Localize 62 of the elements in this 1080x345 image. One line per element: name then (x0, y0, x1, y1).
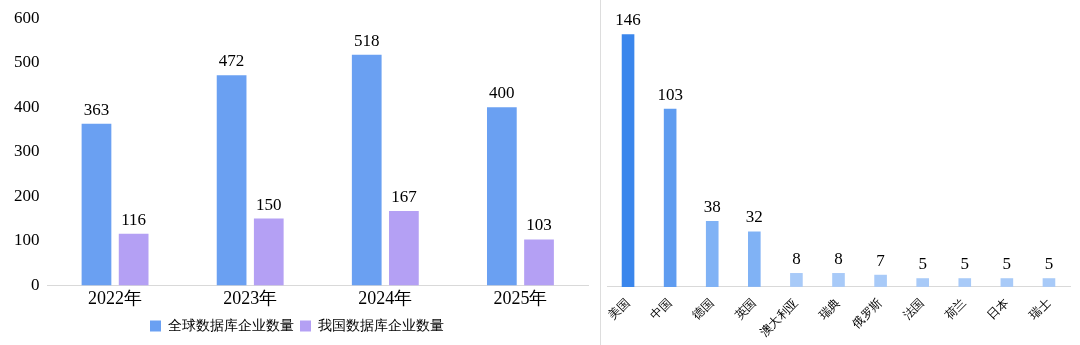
y-tick-label: 100 (14, 230, 40, 250)
data-label: 38 (703, 197, 721, 217)
bar (81, 123, 112, 286)
bar (216, 75, 247, 286)
x-tick-label: 日本 (984, 295, 1012, 323)
x-tick-label: 澳大利亚 (756, 295, 801, 340)
x-tick-label: 2024年 (358, 287, 413, 308)
bar (1000, 278, 1014, 287)
x-tick-label: 中国 (647, 295, 675, 323)
data-label: 103 (526, 215, 552, 235)
bar (118, 233, 149, 286)
bar (748, 231, 761, 287)
legend-label: 全球数据库企业数量 (168, 316, 294, 333)
data-label: 400 (489, 83, 515, 103)
bar (486, 107, 517, 286)
x-tick-label: 瑞士 (1026, 295, 1054, 323)
data-label: 146 (615, 10, 641, 30)
data-label: 32 (745, 207, 763, 227)
x-tick-label: 2023年 (223, 287, 278, 308)
bar (351, 54, 382, 286)
x-tick-label: 荷兰 (942, 295, 970, 323)
x-tick-label: 德国 (689, 295, 717, 323)
x-tick-label: 美国 (605, 295, 633, 323)
bar (663, 108, 677, 287)
x-tick-label: 2025年 (493, 287, 548, 308)
data-label: 150 (256, 194, 282, 214)
bar (621, 34, 635, 287)
x-tick-label: 法国 (900, 295, 928, 323)
x-tick-label: 2022年 (88, 287, 143, 308)
data-label: 167 (391, 187, 418, 206)
data-label: 103 (657, 84, 683, 104)
bar (874, 274, 887, 287)
bar (1042, 278, 1056, 287)
data-label: 5 (1044, 254, 1054, 274)
legend-label: 我国数据库企业数量 (318, 316, 444, 333)
bar (916, 278, 929, 287)
y-tick-label: 0 (31, 274, 40, 294)
data-label: 8 (792, 249, 801, 268)
bar (958, 278, 972, 287)
x-tick-label: 俄罗斯 (849, 295, 885, 331)
data-label: 116 (121, 209, 147, 229)
bar (705, 221, 719, 287)
bar (389, 211, 419, 286)
y-tick-label: 600 (14, 7, 40, 27)
bar (832, 273, 845, 287)
data-label: 7 (876, 250, 886, 270)
bar (524, 239, 554, 286)
y-tick-label: 300 (14, 141, 40, 161)
bar (253, 218, 284, 286)
y-tick-label: 200 (14, 185, 40, 205)
data-label: 8 (834, 249, 843, 268)
data-label: 363 (83, 99, 110, 119)
y-tick-label: 400 (14, 96, 40, 116)
x-tick-label: 瑞典 (815, 295, 843, 323)
x-tick-label: 英国 (731, 295, 759, 323)
bar (790, 273, 803, 287)
data-label: 472 (218, 51, 245, 71)
data-label: 5 (1002, 254, 1012, 274)
data-label: 518 (353, 30, 380, 50)
data-label: 5 (960, 254, 970, 274)
data-label: 5 (918, 254, 927, 274)
y-tick-label: 500 (14, 52, 40, 72)
